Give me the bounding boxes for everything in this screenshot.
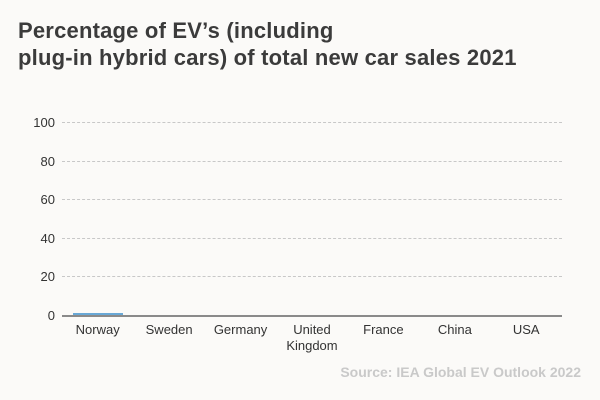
x-axis-baseline: [62, 315, 562, 317]
x-category-label-usa: USA: [512, 322, 540, 337]
gridline-60: [62, 199, 562, 201]
x-category-label-norway: Norway: [75, 322, 120, 337]
x-category-label-china: China: [437, 322, 472, 337]
y-tick-label-80: 80: [40, 153, 55, 169]
x-axis-labels: Norway Sweden Germany United Kingdom France C…: [62, 322, 562, 354]
y-tick-label-20: 20: [40, 269, 55, 285]
bar-norway: [72, 313, 123, 315]
x-category-label-france: France: [363, 322, 404, 337]
gridline-40: [62, 237, 562, 239]
x-category-label-sweden: Sweden: [145, 322, 193, 337]
chart-title-line2: plug-in hybrid cars) of total new car sa…: [18, 45, 517, 70]
gridline-100: [62, 122, 562, 123]
y-tick-label-40: 40: [40, 230, 55, 246]
chart-title: Percentage of EV’s (including plug-in hyb…: [18, 17, 517, 71]
x-category-label-germany: Germany: [213, 322, 268, 337]
y-tick-label-100: 100: [33, 115, 55, 130]
plot-area: [62, 122, 562, 317]
y-tick-label-0: 0: [47, 308, 55, 323]
source-credit: Source: IEA Global EV Outlook 2022: [340, 364, 581, 380]
y-tick-label-60: 60: [40, 192, 55, 208]
gridline-80: [62, 160, 562, 162]
chart-title-line1: Percentage of EV’s (including: [18, 18, 334, 43]
gridline-20: [62, 276, 562, 278]
x-category-label-united-kingdom: United Kingdom: [286, 322, 338, 353]
